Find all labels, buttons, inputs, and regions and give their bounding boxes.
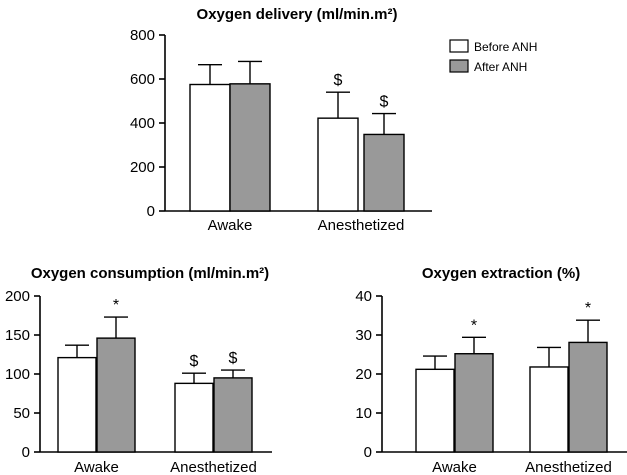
- category-label: Anesthetized: [170, 459, 257, 475]
- legend: Before ANH After ANH: [449, 39, 537, 74]
- significance-marker: *: [585, 300, 591, 317]
- bar-after-anh: [568, 341, 608, 453]
- y-tick-label: 200: [130, 159, 155, 176]
- significance-marker: $: [334, 72, 343, 89]
- y-tick-label: 0: [22, 444, 30, 461]
- bar-after-anh: [96, 337, 136, 453]
- y-tick-label: 200: [5, 288, 30, 305]
- y-tick-label: 400: [130, 115, 155, 132]
- legend-swatch: [449, 39, 469, 53]
- significance-marker: $: [190, 353, 199, 370]
- significance-marker: $: [380, 94, 389, 111]
- y-tick-label: 40: [355, 288, 372, 305]
- legend-label: After ANH: [474, 60, 527, 74]
- bar-before-anh: [189, 83, 231, 212]
- bar-after-anh: [213, 377, 253, 453]
- bar-before-anh: [529, 366, 569, 453]
- significance-marker: *: [471, 317, 477, 334]
- significance-marker: *: [113, 297, 119, 314]
- bar-before-anh: [57, 356, 97, 453]
- y-tick-label: 100: [5, 366, 30, 383]
- bar-before-anh: [415, 368, 455, 453]
- chart-1: Oxygen delivery (ml/min.m²) 0 200 400 600 800…: [130, 6, 432, 234]
- chart-3: Oxygen extraction (%) 0 10 20 30 40 * * Awake Ane…: [355, 265, 627, 475]
- y-tick-label: 800: [130, 27, 155, 44]
- y-tick-label: 150: [5, 327, 30, 344]
- y-tick-label: 50: [13, 405, 30, 422]
- y-tick-label: 0: [364, 444, 372, 461]
- category-label: Anesthetized: [525, 459, 612, 475]
- bar-before-anh: [317, 117, 359, 212]
- y-tick-label: 20: [355, 366, 372, 383]
- legend-label: Before ANH: [474, 40, 537, 54]
- significance-marker: $: [229, 350, 238, 367]
- y-tick-label: 10: [355, 405, 372, 422]
- y-tick-label: 600: [130, 71, 155, 88]
- bar-after-anh: [363, 133, 405, 212]
- category-label: Awake: [432, 459, 477, 475]
- chart-title: Oxygen delivery (ml/min.m²): [197, 6, 398, 23]
- chart-2: Oxygen consumption (ml/min.m²) 0 50 100 150 2…: [5, 265, 272, 475]
- category-label: Awake: [74, 459, 119, 475]
- bar-before-anh: [174, 382, 214, 453]
- bar-after-anh: [229, 83, 271, 212]
- y-tick-label: 0: [147, 203, 155, 220]
- y-tick-label: 30: [355, 327, 372, 344]
- category-label: Awake: [208, 217, 253, 234]
- legend-swatch: [449, 59, 469, 73]
- bar-after-anh: [454, 353, 494, 453]
- category-label: Anesthetized: [318, 217, 405, 234]
- chart-title: Oxygen extraction (%): [422, 265, 580, 282]
- chart-title: Oxygen consumption (ml/min.m²): [31, 265, 269, 282]
